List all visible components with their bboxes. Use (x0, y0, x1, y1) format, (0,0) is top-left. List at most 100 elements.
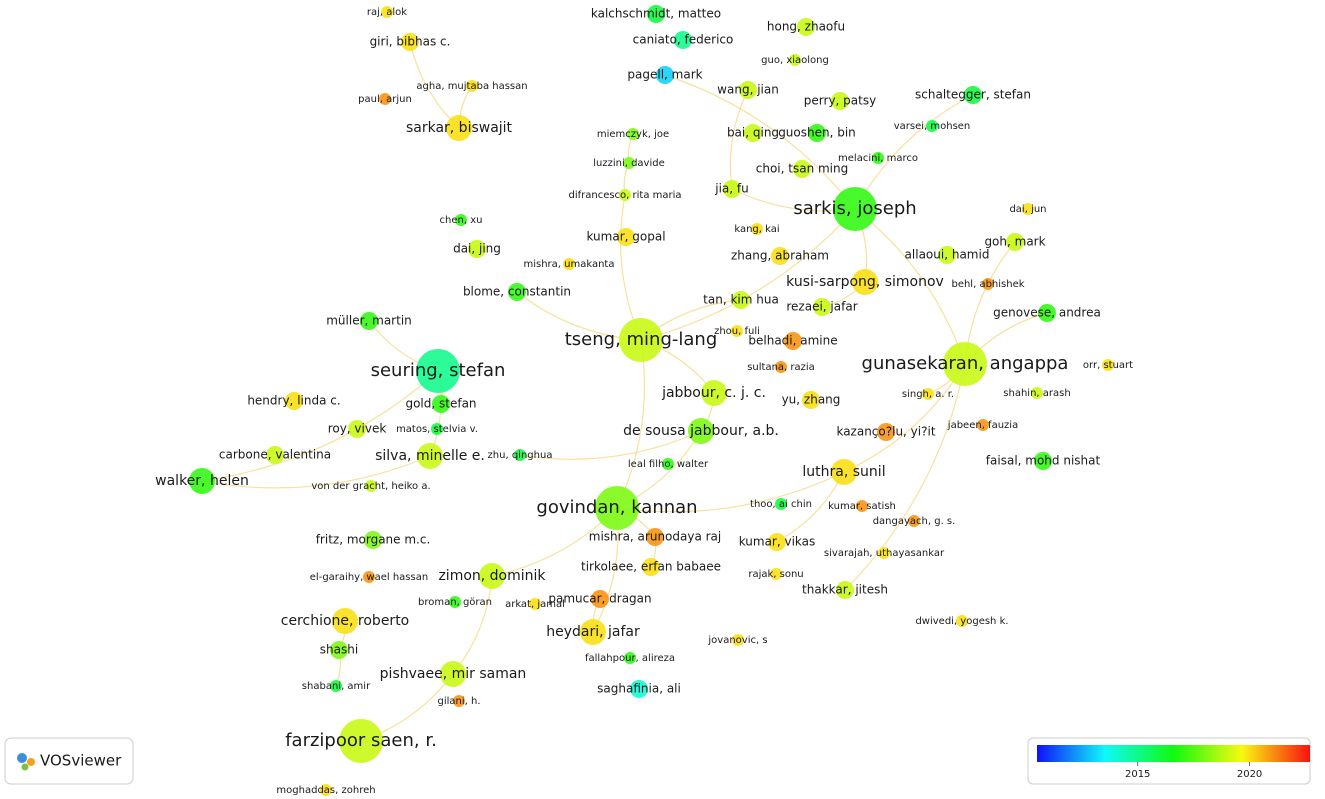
node-bubble (768, 533, 786, 551)
node-bubble (1034, 452, 1052, 470)
node-label: shahin, arash (1003, 388, 1070, 399)
node-bubble (514, 449, 526, 461)
node-bubble (440, 661, 466, 687)
logo-box[interactable]: VOSviewer (4, 737, 134, 785)
node-label: pamucar, dragan (548, 592, 651, 606)
node-bubble (770, 568, 782, 580)
node-bubble (833, 187, 877, 231)
edge (201, 370, 439, 482)
node-label: blome, constantin (463, 285, 571, 299)
node-bubble (379, 93, 391, 105)
node-bubble (466, 80, 478, 92)
node-label: belhadi, amine (748, 334, 837, 348)
node-label: difrancesco, rita maria (568, 190, 681, 201)
node-bubble (982, 278, 994, 290)
node-label: silva, minelle e. (375, 448, 485, 464)
node-label: zhou, fuli (714, 326, 760, 337)
node-bubble (416, 349, 460, 393)
node-bubble (793, 160, 811, 178)
node-bubble (744, 124, 762, 142)
node-label: kazanço?lu, yi?it (836, 425, 935, 439)
node-label: thakkar, jitesh (802, 583, 888, 597)
node-bubble (926, 120, 938, 132)
node-bubble (802, 391, 820, 409)
node-label: kumar, satish (828, 501, 896, 512)
node-bubble (508, 283, 526, 301)
node-bubble (630, 680, 648, 698)
node-label: wang, jian (717, 83, 779, 97)
node-bubble (732, 634, 744, 646)
node-label: sultana, razia (747, 362, 815, 373)
node-label: paul, arjun (358, 94, 412, 105)
node-bubble (642, 558, 660, 576)
node-bubble (619, 318, 663, 362)
node-bubble (943, 342, 987, 386)
node-label: kang, kai (734, 224, 779, 235)
node-label: von der gracht, heiko a. (311, 481, 430, 492)
logo-icon (27, 758, 35, 766)
node-bubble (964, 86, 982, 104)
node-label: perry, patsy (804, 94, 876, 108)
node-bubble (938, 246, 956, 264)
node-bubble (922, 388, 934, 400)
node-label: farzipoor saen, r. (285, 730, 437, 751)
node-bubble (624, 652, 636, 664)
node-label: mishra, umakanta (523, 259, 614, 270)
node-label: dai, jun (1009, 204, 1046, 215)
node-label: jia, fu (714, 182, 748, 196)
node-label: saghafinia, ali (597, 682, 681, 696)
node-label: tan, kim hua (703, 293, 779, 307)
node-bubble (872, 152, 884, 164)
node-label: miemczyk, joe (597, 129, 669, 140)
node-bubble (332, 608, 358, 634)
node-bubble (189, 468, 215, 494)
node-label: yu, zhang (782, 393, 841, 407)
node-bubble (723, 180, 741, 198)
node-bubble (731, 325, 743, 337)
node-label: moghaddas, zohreh (276, 785, 375, 796)
node-bubble (831, 459, 857, 485)
node-bubble (656, 66, 674, 84)
node-bubble (446, 115, 472, 141)
node-bubble (688, 418, 714, 444)
node-bubble (797, 18, 815, 36)
node-bubble (751, 223, 763, 235)
node-label: shabani, amir (302, 681, 371, 692)
node-label: zhu, qinghua (488, 450, 553, 461)
node-label: orr, stuart (1083, 360, 1133, 371)
node-label: singh, a. r. (902, 389, 954, 400)
node-label: bai, qing (727, 126, 779, 140)
node-label: kalchschmidt, matteo (591, 7, 721, 21)
node-label: dwivedi, yogesh k. (915, 616, 1008, 627)
edge (640, 208, 856, 341)
color-bar (1037, 745, 1310, 762)
node-label: behl, abhishek (951, 279, 1024, 290)
node-label: hong, zhaofu (767, 20, 845, 34)
node-label: allaoui, hamid (905, 248, 990, 262)
node-label: dai, jing (453, 242, 501, 256)
node-bubble (417, 443, 443, 469)
node-bubble (381, 6, 393, 18)
node-bubble (431, 423, 443, 435)
node-label: fallahpour, alireza (585, 653, 675, 664)
tick-label: 2015 (1125, 769, 1150, 780)
node-label: leal filho, walter (628, 459, 709, 470)
node-bubble (732, 291, 750, 309)
tick-label: 2020 (1237, 769, 1262, 780)
node-bubble (977, 419, 989, 431)
node-label: jovanovic, s (707, 635, 767, 646)
node-label: guoshen, bin (778, 126, 856, 140)
node-bubble (908, 515, 920, 527)
logo-icon (17, 753, 27, 763)
node-bubble (364, 531, 382, 549)
node-label: cerchione, roberto (281, 613, 410, 629)
node-label: broman, göran (418, 597, 492, 608)
node-label: giri, bibhas c. (370, 35, 451, 49)
node-bubble (591, 590, 609, 608)
node-label: rezaei, jafar (786, 300, 857, 314)
node-label: zimon, dominik (438, 568, 546, 584)
node-label: mishra, arunodaya raj (589, 530, 722, 544)
node-label: dangayach, g. s. (873, 516, 956, 527)
node-label: gilani, h. (437, 696, 480, 707)
